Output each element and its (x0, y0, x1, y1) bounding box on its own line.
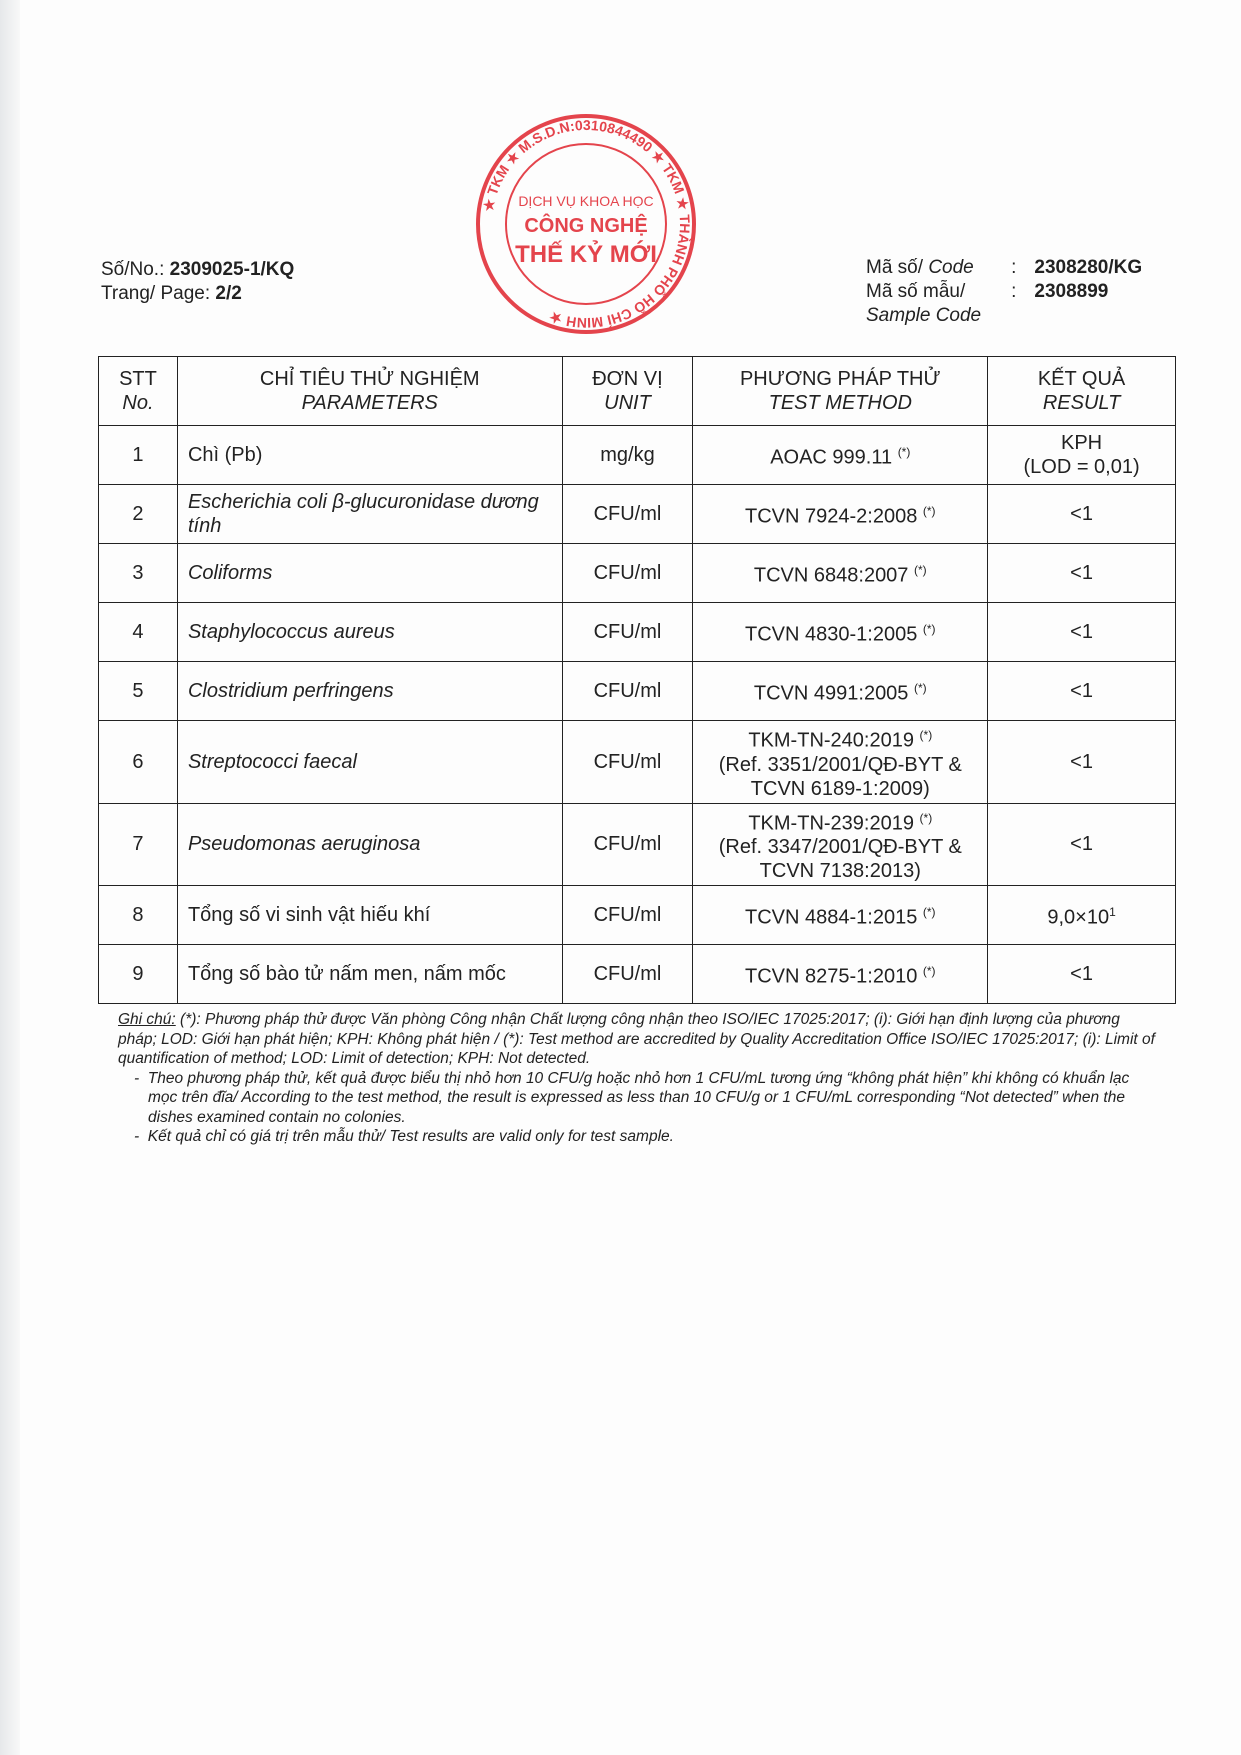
row-unit: CFU/ml (561, 885, 694, 946)
code-label-en: Code (928, 257, 974, 278)
code-value: 2308280/KG (1034, 257, 1143, 278)
row-result: <1 (987, 802, 1176, 887)
row-param: Clostridium perfringens (176, 661, 563, 721)
scan-edge (0, 0, 20, 1755)
row-unit: CFU/ml (561, 802, 694, 887)
row-no: 4 (98, 602, 178, 662)
row-unit: CFU/ml (561, 944, 694, 1005)
row-result: <1 (987, 484, 1176, 544)
code-info: Mã số/ Code:2308280/KG Mã số mẫu/Sample … (866, 257, 1143, 326)
sample-code-label-vi: Mã số mẫu/ (866, 281, 966, 302)
table-row: 4 Staphylococcus aureus CFU/ml TCVN 4830… (98, 602, 1176, 662)
note-bullet: - Kết quả chỉ có giá trị trên mẫu thử/ T… (134, 1128, 674, 1146)
page-number: 2/2 (215, 283, 242, 304)
row-unit: CFU/ml (561, 602, 694, 662)
row-param: Pseudomonas aeruginosa (176, 802, 563, 887)
row-result: 9,0×101 (987, 885, 1176, 946)
row-method: TKM-TN-240:2019 (*) (Ref. 3351/2001/QĐ-BY… (692, 720, 989, 804)
table-row: 5 Clostridium perfringens CFU/ml TCVN 49… (98, 661, 1176, 721)
row-no: 7 (98, 802, 178, 887)
table-row: 7 Pseudomonas aeruginosa CFU/ml TKM-TN-2… (98, 802, 1176, 887)
row-result: <1 (987, 720, 1176, 804)
table-header-row: STT No. CHỈ TIÊU THỬ NGHIỆM PARAMETERS ĐƠN… (98, 356, 1176, 426)
svg-text:CÔNG NGHỆ: CÔNG NGHỆ (524, 213, 647, 237)
row-method: TCVN 8275-1:2010 (*) (692, 944, 989, 1005)
row-no: 1 (98, 425, 178, 485)
row-result: <1 (987, 661, 1176, 721)
results-table: STT No. CHỈ TIÊU THỬ NGHIỆM PARAMETERS ĐƠN… (98, 356, 1176, 1005)
header-result: KẾT QUẢ RESULT (987, 356, 1176, 426)
row-method: TCVN 7924-2:2008 (*) (692, 484, 989, 544)
row-method: TCVN 4884-1:2015 (*) (692, 885, 989, 946)
row-method: AOAC 999.11 (*) (692, 425, 989, 485)
header-unit: ĐƠN VỊ UNIT (561, 356, 694, 426)
table-row: 6 Streptococci faecal CFU/ml TKM-TN-240:… (98, 720, 1176, 804)
svg-text:DỊCH VỤ KHOA HỌC: DỊCH VỤ KHOA HỌC (518, 193, 653, 209)
row-no: 3 (98, 543, 178, 603)
row-method: TCVN 6848:2007 (*) (692, 543, 989, 603)
row-unit: CFU/ml (561, 484, 694, 544)
report-body: STT No. CHỈ TIÊU THỬ NGHIỆM PARAMETERS ĐƠN… (98, 356, 1176, 1147)
table-row: 3 Coliforms CFU/ml TCVN 6848:2007 (*) <1 (98, 543, 1176, 603)
row-unit: CFU/ml (561, 661, 694, 721)
row-result: <1 (987, 543, 1176, 603)
report-no-label: Số/No.: (101, 259, 165, 280)
table-row: 1 Chì (Pb) mg/kg AOAC 999.11 (*) KPH (LOD… (98, 425, 1176, 485)
table-row: 8 Tổng số vi sinh vật hiếu khí CFU/ml TC… (98, 885, 1176, 946)
row-no: 5 (98, 661, 178, 721)
row-no: 9 (98, 944, 178, 1005)
report-info: Số/No.: 2309025-1/KQ Trang/ Page: 2/2 (101, 258, 294, 306)
row-param: Chì (Pb) (176, 425, 563, 485)
code-label-vi: Mã số/ (866, 257, 924, 278)
row-no: 6 (98, 720, 178, 804)
row-no: 2 (98, 484, 178, 544)
notes-label: Ghi chú: (118, 1011, 176, 1029)
row-unit: CFU/ml (561, 543, 694, 603)
row-param: Streptococci faecal (176, 720, 563, 804)
row-unit: mg/kg (561, 425, 694, 485)
row-param: Coliforms (176, 543, 563, 603)
company-stamp: ★ TKM ★ M.S.D.N:0310844490 ★ TKM ★ THÀNH… (476, 114, 696, 334)
header-method: PHƯƠNG PHÁP THỬ TEST METHOD (692, 356, 989, 426)
row-param: Escherichia coli β-glucuronidase dương t… (176, 484, 563, 544)
row-result: <1 (987, 602, 1176, 662)
header-no: STT No. (98, 356, 178, 426)
sample-code-label-en: Sample Code (866, 305, 982, 326)
sample-code-value: 2308899 (1034, 281, 1109, 302)
row-result: KPH (LOD = 0,01) (987, 425, 1176, 485)
row-method: TKM-TN-239:2019 (*) (Ref. 3347/2001/QĐ-BY… (692, 802, 989, 887)
row-unit: CFU/ml (561, 720, 694, 804)
row-param: Staphylococcus aureus (176, 602, 563, 662)
row-method: TCVN 4991:2005 (*) (692, 661, 989, 721)
header-parameters: CHỈ TIÊU THỬ NGHIỆM PARAMETERS (176, 356, 563, 426)
note-bullet: - Theo phương pháp thử, kết quả được biể… (134, 1069, 1130, 1126)
row-param: Tổng số bào tử nấm men, nấm mốc (176, 944, 563, 1005)
table-row: 9 Tổng số bào tử nấm men, nấm mốc CFU/ml… (98, 944, 1176, 1005)
notes: Ghi chú: (*): Phương pháp thử được Văn p… (118, 1010, 1158, 1147)
svg-text:★ TKM ★ M.S.D.N:0310844490 ★ T: ★ TKM ★ M.S.D.N:0310844490 ★ TKM ★ THÀNH… (480, 117, 693, 331)
table-row: 2 Escherichia coli β-glucuronidase dương… (98, 484, 1176, 544)
row-result: <1 (987, 944, 1176, 1005)
row-param: Tổng số vi sinh vật hiếu khí (176, 885, 563, 946)
report-no: 2309025-1/KQ (169, 259, 295, 280)
page-label: Trang/ Page: (101, 283, 211, 304)
notes-text: (*): Phương pháp thử được Văn phòng Công… (118, 1011, 1155, 1068)
row-no: 8 (98, 885, 178, 946)
svg-text:THẾ KỶ MỚI: THẾ KỶ MỚI (515, 239, 657, 268)
row-method: TCVN 4830-1:2005 (*) (692, 602, 989, 662)
